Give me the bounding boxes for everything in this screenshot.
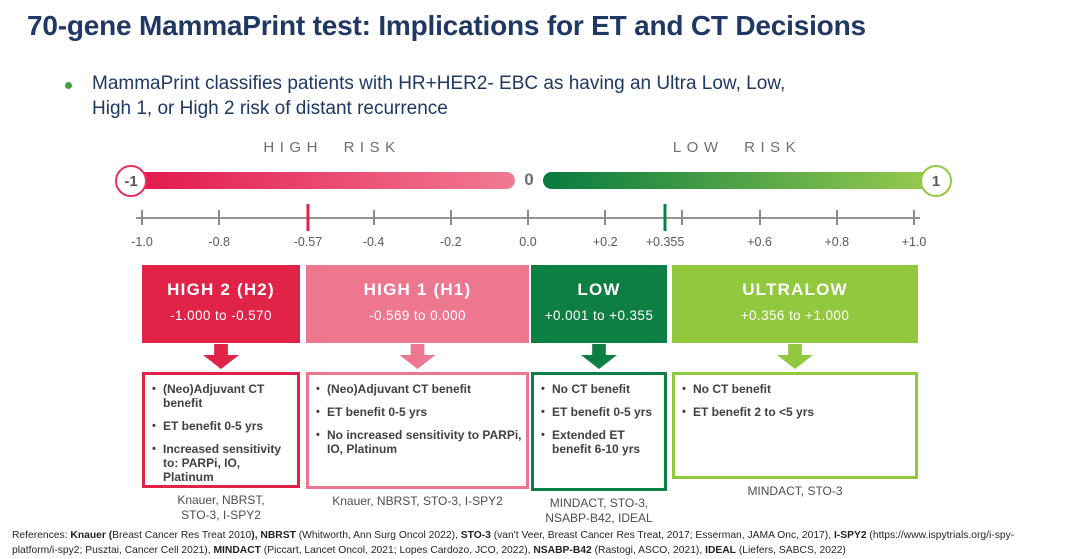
axis-tick-label: -0.4 bbox=[362, 235, 385, 249]
detail-item: No increased sensitivity to PARPi, IO, P… bbox=[314, 428, 522, 457]
axis-tick-label: -0.57 bbox=[293, 235, 323, 249]
detail-item: No CT benefit bbox=[680, 382, 911, 397]
axis-tick-label: -0.8 bbox=[208, 235, 230, 249]
axis-tick-label: +0.8 bbox=[824, 235, 850, 249]
subtitle: MammaPrint classifies patients with HR+H… bbox=[92, 71, 785, 121]
page-title: 70-gene MammaPrint test: Implications fo… bbox=[27, 10, 866, 41]
evidence-caption-low: MINDACT, STO-3, NSABP-B42, IDEAL bbox=[545, 496, 653, 525]
detail-item: No CT benefit bbox=[539, 382, 660, 397]
axis-tick bbox=[604, 210, 607, 225]
axis-tick-labels: -1.0 -0.8 -0.57 -0.4 -0.2 0.0 +0.2 +0.355 +0.6 +0… bbox=[131, 235, 926, 251]
category-column-ultralow: ULTRALOW +0.356 to +1.000 No CT benefit E… bbox=[672, 265, 918, 499]
detail-item: ET benefit 0-5 yrs bbox=[314, 405, 522, 420]
axis-tick bbox=[449, 210, 452, 225]
axis-tick-label: +1.0 bbox=[901, 235, 927, 249]
detail-item: (Neo)Adjuvant CT benefit bbox=[150, 382, 293, 411]
category-box-low: LOW +0.001 to +0.355 bbox=[531, 265, 667, 343]
detail-item: Extended ET benefit 6-10 yrs bbox=[539, 428, 660, 457]
axis-tick bbox=[663, 204, 667, 231]
evidence-caption-high1: Knauer, NBRST, STO-3, I-SPY2 bbox=[332, 494, 503, 508]
down-arrow-icon bbox=[399, 344, 436, 369]
detail-box-ultralow: No CT benefit ET benefit 2 to <5 yrs bbox=[672, 372, 918, 479]
risk-bar-negative bbox=[131, 172, 515, 189]
detail-box-high1: (Neo)Adjuvant CT benefit ET benefit 0-5 y… bbox=[306, 372, 529, 489]
bar-end-minus-one: -1 bbox=[115, 165, 147, 197]
category-range: -1.000 to -0.570 bbox=[170, 308, 272, 323]
category-title: LOW bbox=[577, 280, 621, 299]
category-column-low: LOW +0.001 to +0.355 No CT benefit ET ben… bbox=[531, 265, 667, 526]
detail-item: (Neo)Adjuvant CT benefit bbox=[314, 382, 522, 397]
detail-list-high2: (Neo)Adjuvant CT benefit ET benefit 0-5 y… bbox=[150, 382, 293, 485]
detail-item: Increased sensitivity to: PARPi, IO, Pla… bbox=[150, 442, 293, 485]
detail-list-low: No CT benefit ET benefit 0-5 yrs Extended … bbox=[539, 382, 660, 457]
category-box-ultralow: ULTRALOW +0.356 to +1.000 bbox=[672, 265, 918, 343]
axis-tick-label: +0.6 bbox=[747, 235, 772, 249]
detail-list-high1: (Neo)Adjuvant CT benefit ET benefit 0-5 y… bbox=[314, 382, 522, 457]
evidence-caption-ultralow: MINDACT, STO-3 bbox=[747, 484, 843, 498]
down-arrow-icon bbox=[203, 344, 239, 369]
detail-list-ultralow: No CT benefit ET benefit 2 to <5 yrs bbox=[680, 382, 911, 420]
category-box-high1: HIGH 1 (H1) -0.569 to 0.000 bbox=[306, 265, 529, 343]
axis-tick-label: -1.0 bbox=[131, 235, 153, 249]
category-title: HIGH 2 (H2) bbox=[167, 280, 275, 299]
axis-tick-label: 0.0 bbox=[519, 235, 537, 249]
axis-tick-label: +0.2 bbox=[592, 235, 618, 249]
axis-tick bbox=[913, 210, 915, 225]
category-range: -0.569 to 0.000 bbox=[369, 308, 466, 323]
risk-bar-positive bbox=[543, 172, 935, 189]
down-arrow-icon bbox=[581, 344, 617, 369]
category-range: +0.356 to +1.000 bbox=[740, 308, 850, 323]
bullet-dot-icon bbox=[65, 82, 72, 89]
references-line1: References: Knauer (Breast Cancer Res Tr… bbox=[12, 530, 1015, 541]
bar-end-plus-one: 1 bbox=[920, 165, 952, 197]
subtitle-line-2: High 1, or High 2 risk of distant recurr… bbox=[92, 98, 448, 119]
low-risk-zone-label: LOW RISK bbox=[672, 139, 802, 156]
axis-tick bbox=[218, 210, 221, 225]
references-line2: platform/i-spy2; Pusztai, Cancer Cell 20… bbox=[12, 544, 846, 556]
risk-axis bbox=[136, 204, 920, 232]
category-title: ULTRALOW bbox=[742, 280, 848, 299]
axis-tick bbox=[681, 210, 684, 225]
axis-tick bbox=[372, 210, 375, 225]
detail-item: ET benefit 0-5 yrs bbox=[150, 419, 293, 434]
axis-tick-label: -0.2 bbox=[440, 235, 462, 249]
detail-item: ET benefit 0-5 yrs bbox=[539, 405, 660, 420]
category-title: HIGH 1 (H1) bbox=[363, 280, 472, 299]
axis-tick-label: +0.355 bbox=[645, 235, 685, 249]
detail-box-high2: (Neo)Adjuvant CT benefit ET benefit 0-5 y… bbox=[142, 372, 300, 488]
category-column-high2: HIGH 2 (H2) -1.000 to -0.570 (Neo)Adjuva… bbox=[142, 265, 300, 523]
category-box-high2: HIGH 2 (H2) -1.000 to -0.570 bbox=[142, 265, 300, 343]
category-column-high1: HIGH 1 (H1) -0.569 to 0.000 (Neo)Adjuvan… bbox=[306, 265, 529, 509]
axis-tick bbox=[835, 210, 838, 225]
axis-tick bbox=[306, 204, 310, 231]
axis-tick bbox=[527, 210, 529, 225]
references: References: Knauer (Breast Cancer Res Tr… bbox=[12, 529, 1074, 558]
category-range: +0.001 to +0.355 bbox=[544, 308, 654, 323]
subtitle-line-1: MammaPrint classifies patients with HR+H… bbox=[92, 73, 786, 94]
down-arrow-icon bbox=[777, 344, 813, 369]
axis-tick bbox=[141, 210, 143, 225]
detail-item: ET benefit 2 to <5 yrs bbox=[680, 405, 911, 420]
detail-box-low: No CT benefit ET benefit 0-5 yrs Extended … bbox=[531, 372, 667, 491]
high-risk-zone-label: HIGH RISK bbox=[263, 139, 401, 156]
bar-zero-label: 0 bbox=[524, 170, 534, 189]
axis-tick bbox=[758, 210, 761, 225]
evidence-caption-high2: Knauer, NBRST, STO-3, I-SPY2 bbox=[177, 493, 265, 522]
